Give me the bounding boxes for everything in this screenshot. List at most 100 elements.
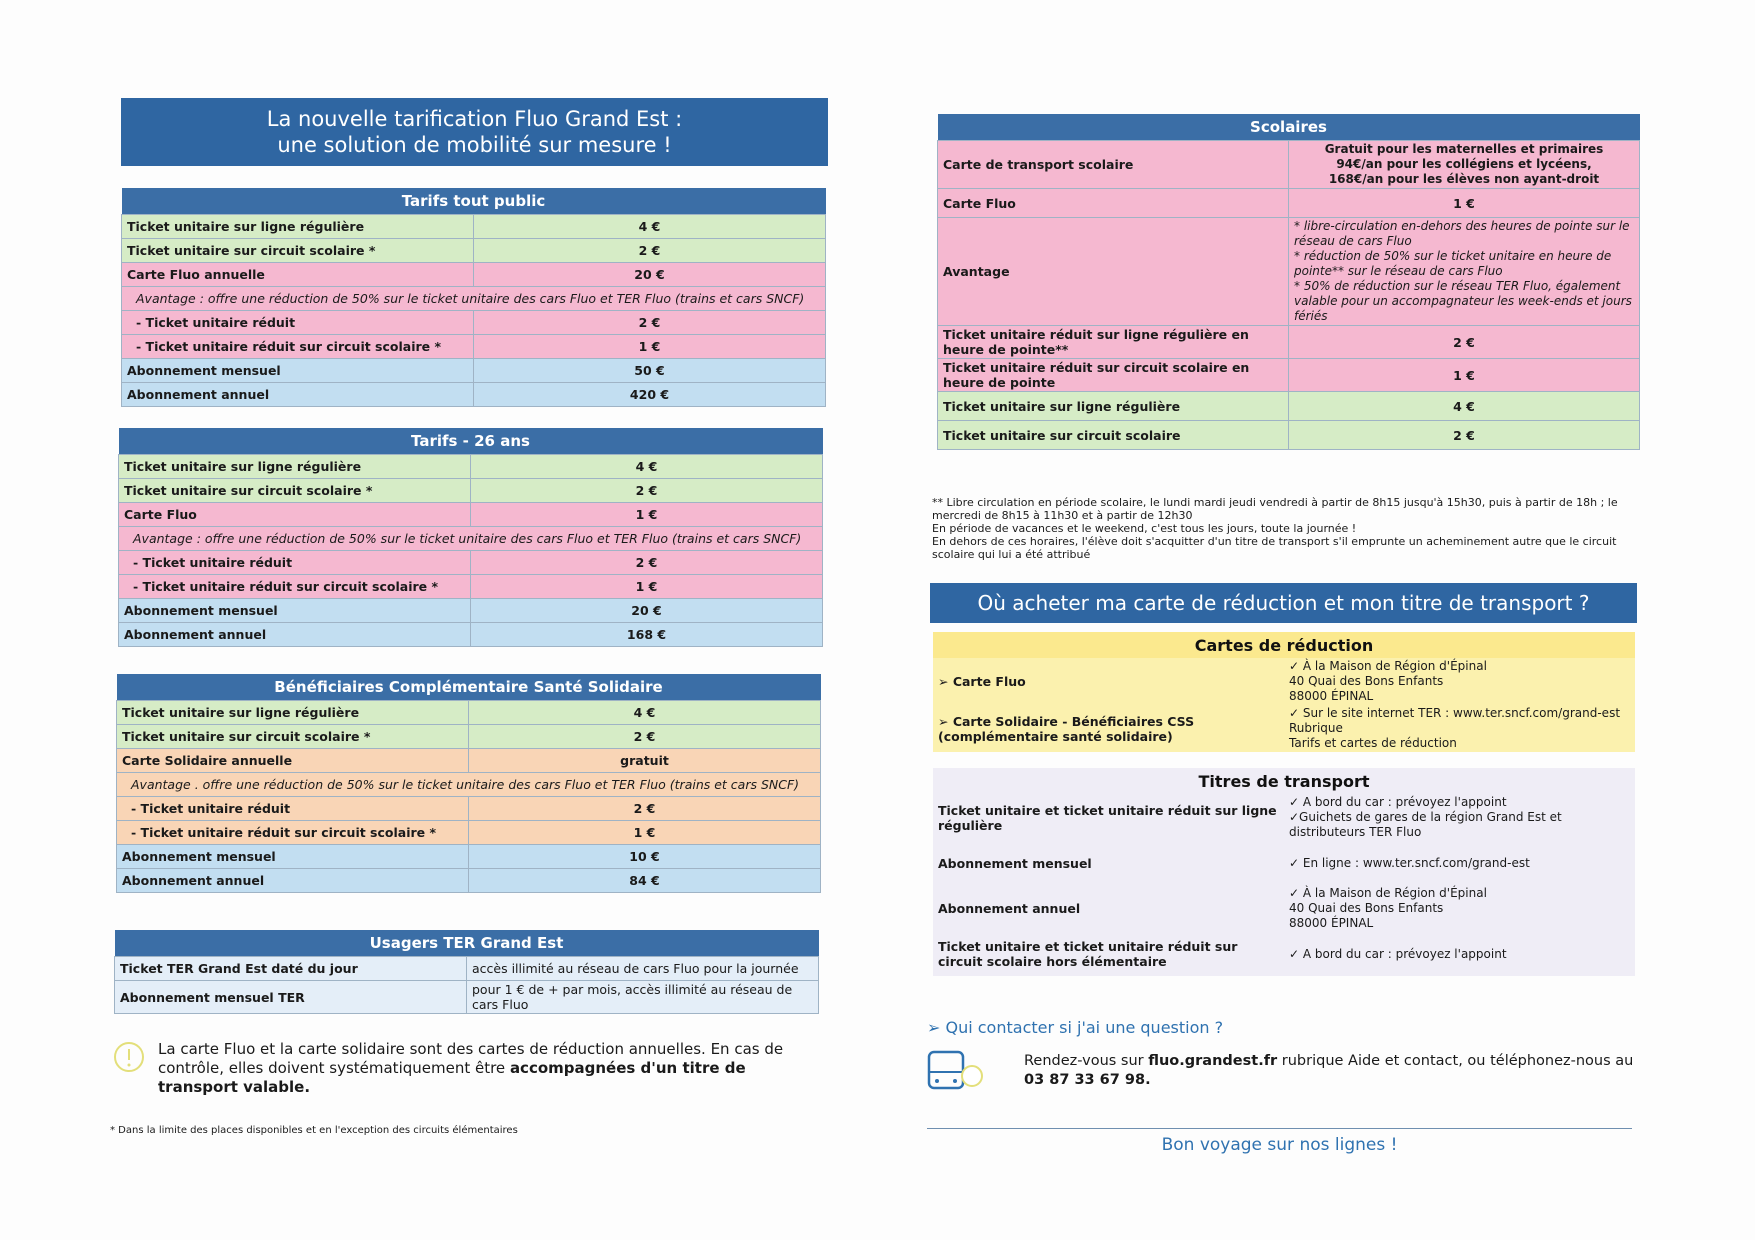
contact-site: fluo.grandest.fr	[1148, 1053, 1278, 1069]
row-label: ➢ Carte Fluo	[938, 674, 1026, 689]
row-value: 10 €	[468, 844, 821, 869]
row: Abonnement mensuel TER pour 1 € de + par …	[114, 980, 819, 1014]
row: Ticket unitaire sur ligne régulière 4 €	[118, 454, 823, 479]
row: Ticket unitaire sur circuit scolaire 2 €	[937, 420, 1640, 450]
row: - Ticket unitaire réduit sur circuit sco…	[118, 574, 823, 599]
cell-line: 94€/an pour les collégiens et lycéens,	[1336, 157, 1592, 171]
scolaires-footnote: ** Libre circulation en période scolaire…	[932, 496, 1642, 561]
row-label: - Ticket unitaire réduit	[121, 310, 474, 335]
row-value: ✓ Sur le site internet TER : www.ter.snc…	[1284, 705, 1635, 752]
table-block: Usagers TER Grand Est Ticket TER Grand Es…	[114, 930, 819, 1014]
table-block: Tarifs - 26 ans Ticket unitaire sur ligne…	[118, 428, 823, 647]
cell-line: 40 Quai des Bons Enfants	[1289, 901, 1444, 915]
row: Carte Solidaire annuelle gratuit	[116, 748, 821, 773]
row-value: 2 €	[1288, 325, 1640, 359]
row: Ticket unitaire sur circuit scolaire * 2 …	[118, 478, 823, 503]
row-label: Abonnement annuel	[121, 382, 474, 407]
cell-line: 168€/an pour les élèves non ayant-droit	[1328, 172, 1600, 186]
row-label: Abonnement annuel	[118, 622, 471, 647]
row: Avantage . offre une réduction de 50% su…	[116, 772, 821, 797]
row-label: Ticket unitaire sur circuit scolaire *	[116, 724, 469, 749]
row-value: ✓ À la Maison de Région d'Épinal 40 Quai …	[1284, 885, 1635, 932]
row-label: Carte de transport scolaire	[937, 140, 1289, 189]
row: Abonnement mensuel 20 €	[118, 598, 823, 623]
row-label: Ticket unitaire sur ligne régulière	[121, 214, 474, 239]
table-title: Usagers TER Grand Est	[114, 930, 819, 957]
row: Ticket unitaire sur ligne régulière 4 €	[937, 391, 1640, 421]
row-value: ✓ En ligne : www.ter.sncf.com/grand-est	[1284, 841, 1635, 885]
cell-line: ✓Guichets de gares de la région Grand Es…	[1289, 810, 1562, 839]
row-value: 2 €	[473, 238, 826, 263]
row-value: 168 €	[470, 622, 823, 647]
table-title: Bénéficiaires Complémentaire Santé Solid…	[116, 674, 821, 701]
row-value: accès illimité au réseau de cars Fluo po…	[466, 956, 819, 981]
row-label: Carte Fluo	[118, 502, 471, 527]
footnote: * Dans la limite des places disponibles …	[110, 1125, 518, 1136]
row: Abonnement annuel ✓ À la Maison de Région…	[933, 885, 1635, 932]
table: Titres de transport Ticket unitaire et ti…	[933, 768, 1635, 976]
table: Scolaires Carte de transport scolaire Grat…	[937, 114, 1640, 450]
row-label: Ticket TER Grand Est daté du jour	[114, 956, 467, 981]
cell-line: ✓ À la Maison de Région d'Épinal	[1289, 886, 1487, 900]
row-label: - Ticket unitaire réduit sur circuit sco…	[121, 334, 474, 359]
row-label: Ticket unitaire sur ligne régulière	[118, 454, 471, 479]
row-value: Gratuit pour les maternelles et primaire…	[1288, 140, 1640, 189]
row: - Ticket unitaire réduit 2 €	[116, 796, 821, 821]
title-line: une solution de mobilité sur mesure !	[277, 133, 672, 157]
info-icon	[114, 1042, 144, 1072]
row: Abonnement mensuel 50 €	[121, 358, 826, 383]
cell-line: ✓ À la Maison de Région d'Épinal	[1289, 659, 1487, 673]
closing: Bon voyage sur nos lignes !	[1161, 1135, 1398, 1155]
note-bold: accompagnées d'un titre de transport val…	[158, 1059, 746, 1096]
row-value: 2 €	[468, 796, 821, 821]
table: Tarifs - 26 ans Ticket unitaire sur ligne…	[118, 428, 823, 647]
table: Bénéficiaires Complémentaire Santé Solid…	[116, 674, 821, 893]
row: ➢ Carte Solidaire - Bénéficiaires CSS (c…	[933, 705, 1635, 752]
row: Abonnement mensuel 10 €	[116, 844, 821, 869]
title-line: La nouvelle tarification Fluo Grand Est …	[266, 107, 683, 131]
footnote-line: En période de vacances et le weekend, c'…	[932, 522, 1357, 535]
titres-block: Titres de transport Ticket unitaire et ti…	[933, 768, 1635, 976]
row-value: 1 €	[1288, 358, 1640, 392]
row-value: 1 €	[470, 574, 823, 599]
row-value: 1 €	[470, 502, 823, 527]
header-row: Scolaires	[937, 114, 1640, 141]
note: La carte Fluo et la carte solidaire sont…	[158, 1040, 798, 1097]
contact-phone: 03 87 33 67 98.	[1024, 1072, 1151, 1088]
row: Ticket unitaire sur circuit scolaire * 2 …	[121, 238, 826, 263]
row: Ticket unitaire sur ligne régulière 4 €	[116, 700, 821, 725]
row-label: Ticket unitaire réduit sur ligne réguliè…	[937, 325, 1289, 359]
footnote-line: ** Libre circulation en période scolaire…	[932, 496, 1618, 522]
row-value: 4 €	[473, 214, 826, 239]
where-title: Où acheter ma carte de réduction et mon …	[930, 583, 1637, 623]
cell-line: * 50% de réduction sur le réseau TER Flu…	[1294, 279, 1632, 323]
row-value: 1 €	[468, 820, 821, 845]
header-row: Titres de transport	[933, 768, 1635, 794]
row-label: - Ticket unitaire réduit sur circuit sco…	[116, 820, 469, 845]
row-label: - Ticket unitaire réduit	[118, 550, 471, 575]
row: Avantage * libre-circulation en-dehors de…	[937, 217, 1640, 326]
row-label: Abonnement annuel	[938, 901, 1081, 916]
row-value: 1 €	[1288, 188, 1640, 218]
row-note: Avantage : offre une réduction de 50% su…	[118, 526, 823, 551]
row-label: - Ticket unitaire réduit	[116, 796, 469, 821]
table: Cartes de réduction ➢ Carte Fluo ✓ À la Ma…	[933, 632, 1635, 752]
row: Abonnement annuel 420 €	[121, 382, 826, 407]
row: Abonnement annuel 168 €	[118, 622, 823, 647]
row: Carte Fluo annuelle 20 €	[121, 262, 826, 287]
row-value: 50 €	[473, 358, 826, 383]
row-label: Abonnement annuel	[116, 868, 469, 893]
cell-line: * libre-circulation en-dehors des heures…	[1294, 219, 1630, 248]
row: Ticket unitaire sur ligne régulière 4 €	[121, 214, 826, 239]
row-label: Abonnement mensuel	[121, 358, 474, 383]
row-value: 4 €	[470, 454, 823, 479]
table-block: Tarifs tout public Ticket unitaire sur li…	[121, 188, 826, 407]
separator	[927, 1128, 1632, 1129]
row-label: Abonnement mensuel	[116, 844, 469, 869]
row-label: - Ticket unitaire réduit sur circuit sco…	[118, 574, 471, 599]
header-row: Usagers TER Grand Est	[114, 930, 819, 957]
row-label: Abonnement mensuel	[938, 855, 1092, 871]
cell-line: 40 Quai des Bons Enfants	[1289, 674, 1444, 688]
contact-text-part: Rendez-vous sur	[1024, 1053, 1149, 1069]
